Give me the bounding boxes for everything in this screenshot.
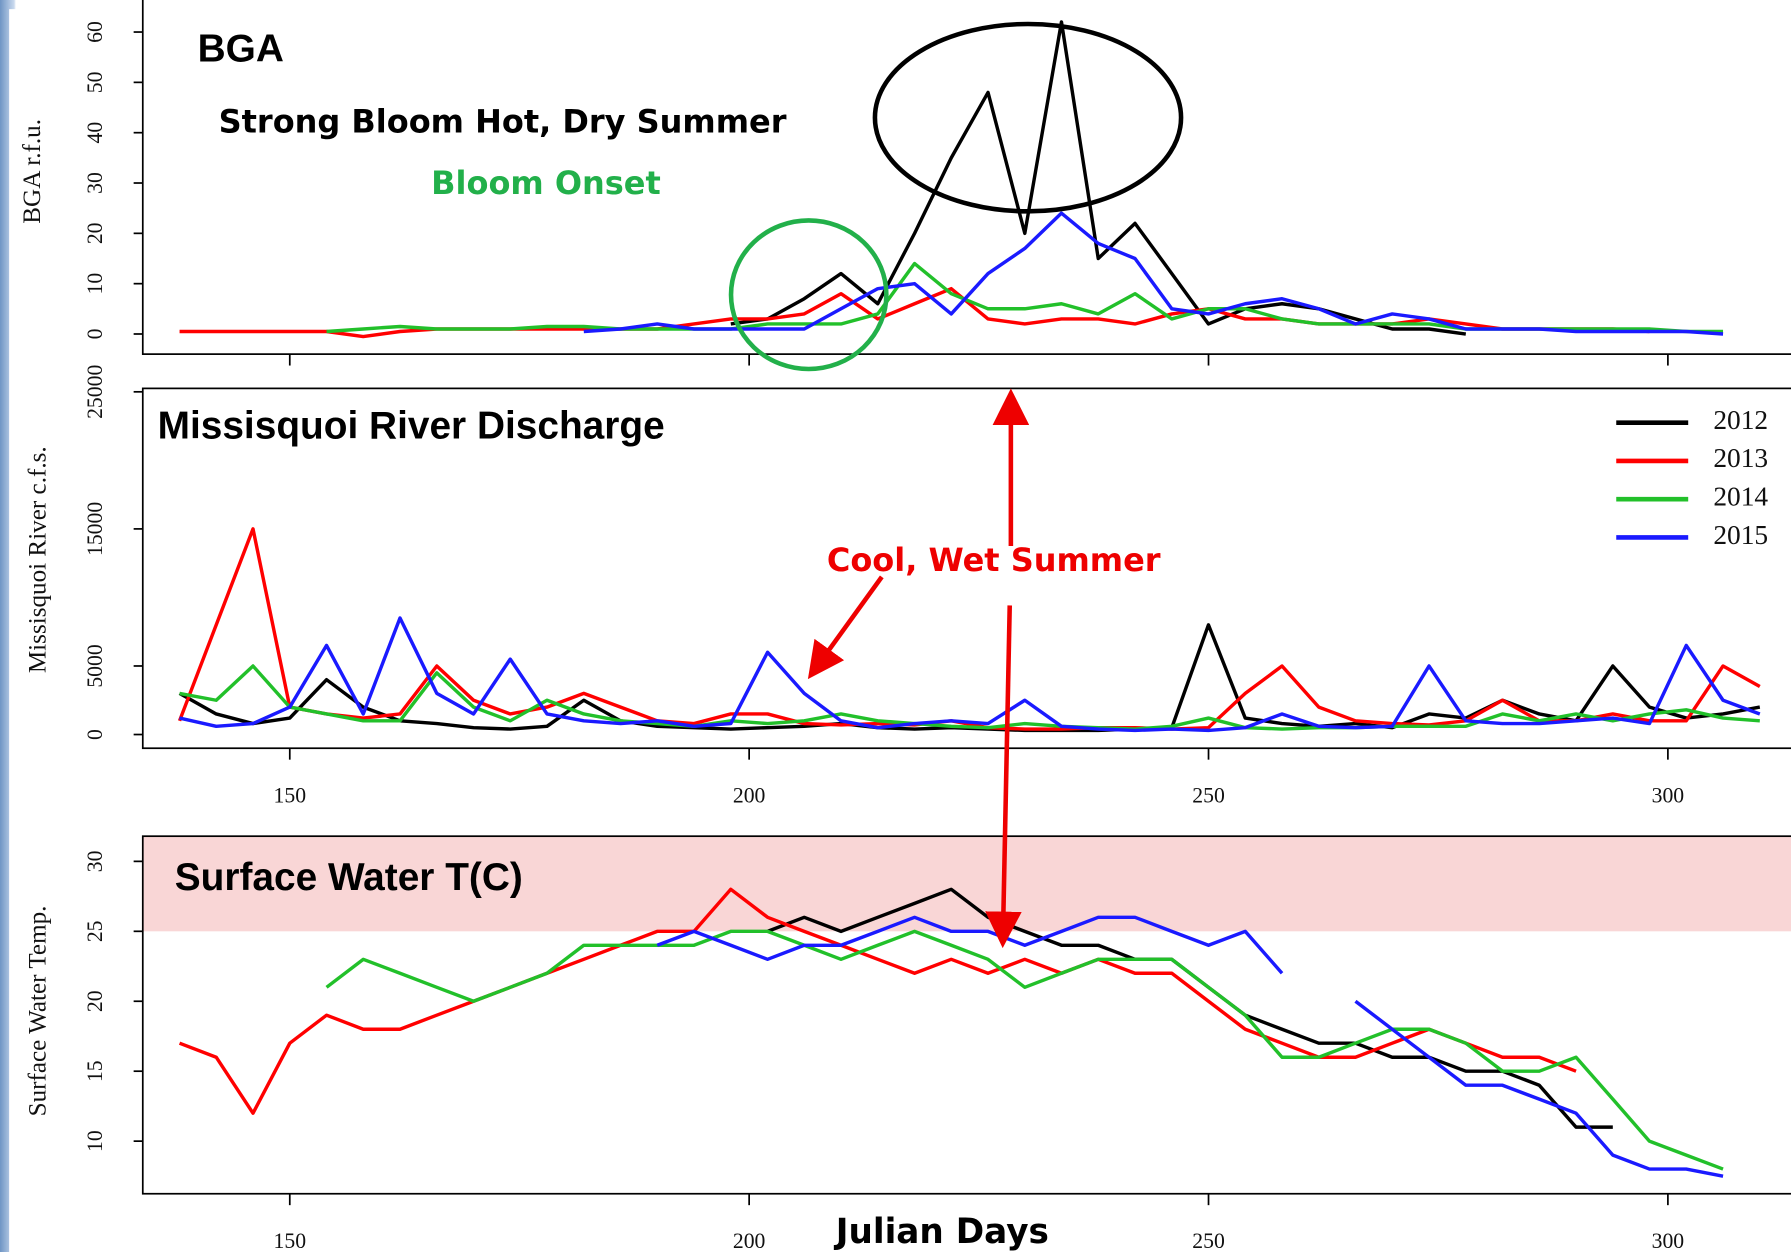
plot-frame	[141, 0, 1791, 355]
plot-frame	[141, 835, 1791, 1195]
highlight-band	[142, 836, 1791, 932]
panel-title: Missisquoi River Discharge	[158, 405, 665, 448]
annotation: Cool, Wet Summer	[827, 541, 1161, 579]
series-line	[325, 929, 1724, 1171]
x-tick-label: 250	[1192, 783, 1225, 807]
highlight-ellipse	[872, 21, 1184, 214]
y-tick-label: 25	[83, 920, 107, 942]
y-tick-label: 20	[83, 990, 107, 1012]
x-tick-label: 150	[274, 1229, 307, 1252]
series-line	[177, 527, 1761, 731]
series-line	[178, 887, 1577, 1115]
panel-title: BGA	[198, 28, 284, 71]
arrow	[985, 605, 1022, 949]
y-tick-label: 50	[83, 71, 107, 93]
legend-label: 2014	[1713, 481, 1768, 511]
plot-frame	[141, 387, 1791, 750]
x-tick-label: 200	[733, 783, 766, 807]
y-tick-label: 0	[83, 328, 107, 339]
y-tick-label: 30	[83, 850, 107, 872]
y-tick-label: 30	[83, 172, 107, 194]
x-tick-label: 300	[1652, 1229, 1685, 1252]
x-tick-label: 300	[1652, 783, 1685, 807]
y-axis-label: BGA r.f.u.	[19, 119, 46, 224]
annotation: Bloom Onset	[431, 164, 661, 202]
series-line	[656, 915, 1724, 1178]
series-line	[583, 211, 1724, 336]
legend-label: 2013	[1713, 443, 1768, 473]
annotation: Strong Bloom Hot, Dry Summer	[219, 102, 787, 140]
chart-layer: 0 10 20 30 40 50 60 0 5000 15000 25000 150 200 250 300…	[83, 0, 1791, 1252]
arrow	[807, 575, 884, 680]
x-tick-label: 250	[1192, 1229, 1225, 1252]
y-tick-label: 0	[83, 729, 107, 740]
legend-label: 2012	[1713, 405, 1768, 435]
y-tick-label: 60	[83, 21, 107, 43]
x-tick-label: 200	[733, 1229, 766, 1252]
series-line	[730, 20, 1467, 336]
y-tick-label: 15000	[83, 502, 107, 556]
series-line	[179, 664, 1760, 731]
legend-label: 2015	[1713, 520, 1768, 550]
highlight-ellipse	[728, 218, 889, 372]
y-tick-label: 15	[83, 1060, 107, 1082]
y-tick-label: 10	[83, 1130, 107, 1152]
y-axis-label: Surface Water Temp.	[25, 906, 52, 1117]
y-axis-label: Missisquoi River c.f.s.	[25, 446, 52, 673]
legend: 2012 2013 2014 2015	[1616, 405, 1768, 550]
plot-background	[9, 9, 1791, 1252]
x-axis-label: Julian Days	[834, 1212, 1049, 1252]
y-tick-label: 10	[83, 273, 107, 295]
y-tick-label: 40	[83, 122, 107, 144]
series-line	[179, 616, 1761, 733]
y-tick-label: 5000	[83, 644, 107, 688]
y-tick-label: 25000	[83, 365, 107, 419]
panel-title: Surface Water T(C)	[175, 856, 523, 899]
x-tick-label: 150	[274, 783, 307, 807]
y-tick-label: 20	[83, 222, 107, 244]
